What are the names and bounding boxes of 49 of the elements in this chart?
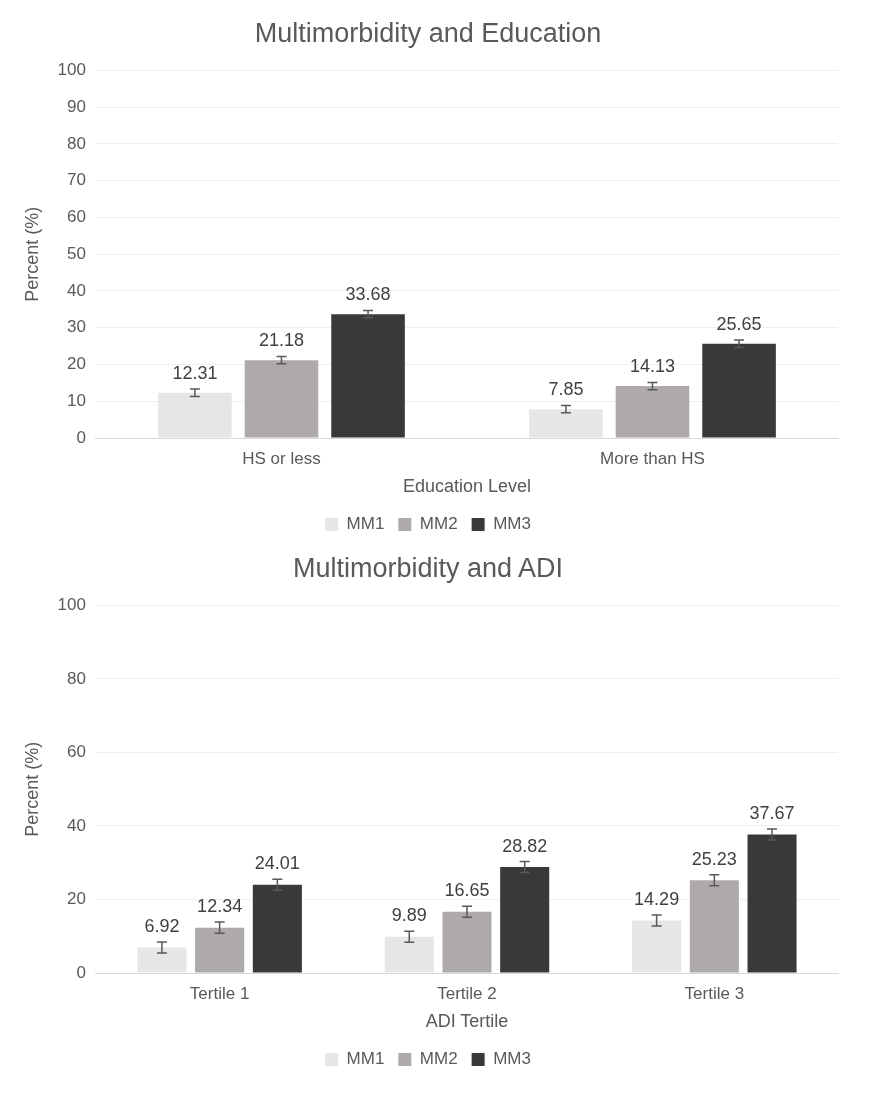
chart-title: Multimorbidity and Education — [254, 17, 602, 48]
y-tick-label: 50 — [67, 243, 86, 263]
y-tick-label: 20 — [67, 354, 86, 374]
data-label: 9.89 — [391, 905, 427, 926]
y-tick-label: 100 — [57, 60, 86, 80]
y-tick-label: 60 — [67, 742, 86, 762]
legend-label: MM3 — [493, 514, 531, 534]
x-axis-title: Education Level — [402, 476, 532, 497]
y-tick-label: 0 — [76, 962, 86, 982]
data-label: 12.34 — [197, 896, 243, 917]
data-label: 28.82 — [502, 835, 548, 856]
y-tick-label: 40 — [67, 815, 86, 835]
y-tick-label: 20 — [67, 889, 86, 909]
x-tick-label: Tertile 2 — [437, 983, 497, 1003]
data-label: 33.68 — [345, 284, 391, 305]
legend-label: MM3 — [493, 1049, 531, 1069]
legend-label: MM1 — [346, 1049, 385, 1069]
y-tick-label: 90 — [67, 96, 86, 116]
y-tick-label: 10 — [67, 390, 86, 410]
data-label: 7.85 — [548, 379, 584, 400]
y-tick-label: 40 — [67, 280, 86, 300]
data-label: 12.31 — [172, 363, 218, 384]
data-label: 24.01 — [254, 853, 300, 874]
data-label: 14.29 — [634, 888, 680, 909]
data-label: 6.92 — [144, 916, 180, 937]
legend-label: MM2 — [419, 514, 458, 534]
y-tick-label: 80 — [67, 133, 86, 153]
y-axis-title: Percent (%) — [21, 741, 42, 837]
data-label: 25.65 — [716, 314, 762, 334]
y-tick-label: 100 — [57, 595, 86, 615]
data-label: 37.67 — [749, 802, 795, 823]
x-tick-label: HS or less — [242, 448, 321, 468]
data-label: 25.23 — [691, 848, 737, 869]
y-tick-label: 0 — [76, 427, 86, 447]
y-tick-label: 60 — [67, 207, 86, 227]
y-tick-label: 80 — [67, 668, 86, 688]
x-axis-title: ADI Tertile — [425, 1011, 509, 1032]
chart-title: Multimorbidity and ADI — [292, 552, 564, 583]
y-axis-title: Percent (%) — [21, 206, 42, 302]
x-tick-label: Tertile 1 — [189, 983, 250, 1003]
data-label: 16.65 — [444, 880, 490, 901]
x-tick-label: Tertile 3 — [684, 983, 745, 1003]
y-tick-label: 70 — [67, 170, 86, 190]
legend-label: MM1 — [346, 514, 385, 534]
data-label: 21.18 — [258, 330, 304, 351]
data-label: 14.13 — [629, 356, 676, 377]
legend-label: MM2 — [419, 1049, 458, 1069]
y-tick-label: 30 — [67, 317, 86, 337]
x-tick-label: More than HS — [600, 448, 705, 468]
